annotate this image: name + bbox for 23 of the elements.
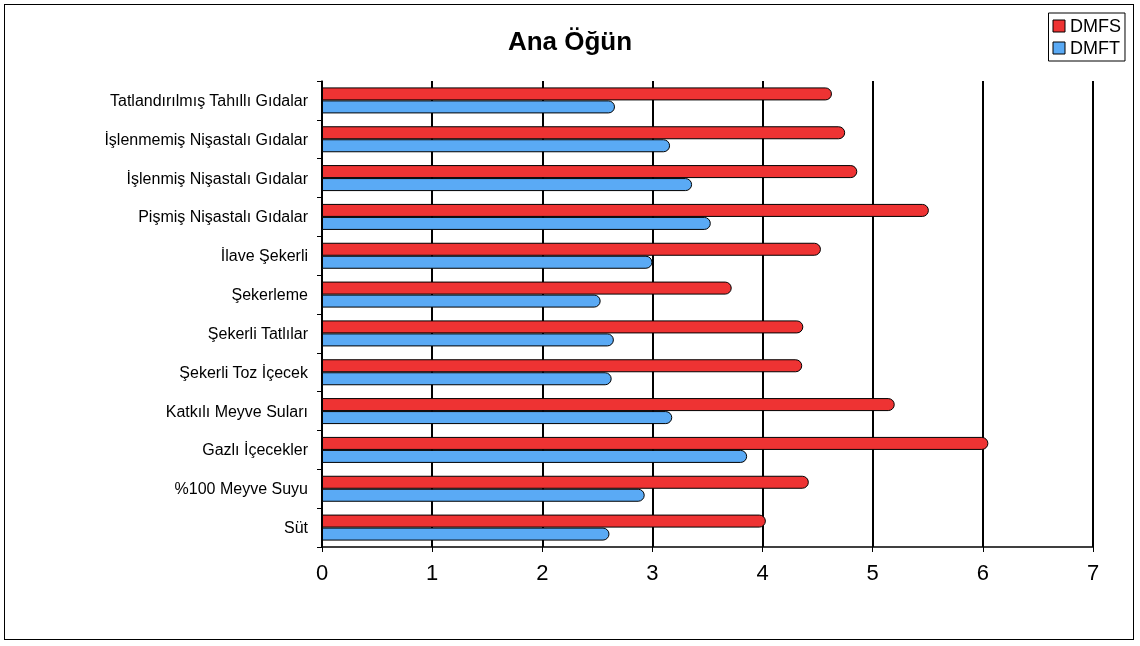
y-tick-label: Pişmiş Nişastalı Gıdalar: [138, 208, 309, 226]
chart-title: Ana Öğün: [507, 26, 633, 56]
y-tick-label: Süt: [283, 519, 309, 537]
y-tick-label: Gazlı İçecekler: [202, 440, 309, 459]
legend-label: DMFS: [1070, 16, 1122, 36]
y-tick-label: Şekerleme: [231, 286, 309, 304]
y-tick-label: İşlenmiş Nişastalı Gıdalar: [126, 168, 309, 187]
y-tick-label: Tatlandırılmış Tahıllı Gıdalar: [109, 91, 309, 109]
x-tick-label: 7: [1086, 559, 1100, 585]
x-tick-label: 4: [756, 559, 769, 585]
x-tick-label: 2: [536, 559, 549, 585]
y-tick-label: İlave Şekerli: [220, 246, 308, 265]
y-tick-label: %100 Meyve Suyu: [174, 480, 308, 498]
y-tick-label: Şekerli Toz İçecek: [179, 362, 309, 381]
y-tick-label: Şekerli Tatlılar: [207, 324, 309, 342]
x-tick-label: 5: [866, 559, 879, 585]
x-tick-label: 6: [976, 559, 989, 585]
x-tick-label: 0: [315, 559, 329, 585]
x-tick-label: 1: [426, 559, 439, 585]
legend-label: DMFT: [1070, 38, 1120, 58]
x-tick-label: 3: [646, 559, 659, 585]
y-tick-label: Katkılı Meyve Suları: [165, 402, 308, 420]
y-tick-label: İşlenmemiş Nişastalı Gıdalar: [104, 129, 309, 148]
